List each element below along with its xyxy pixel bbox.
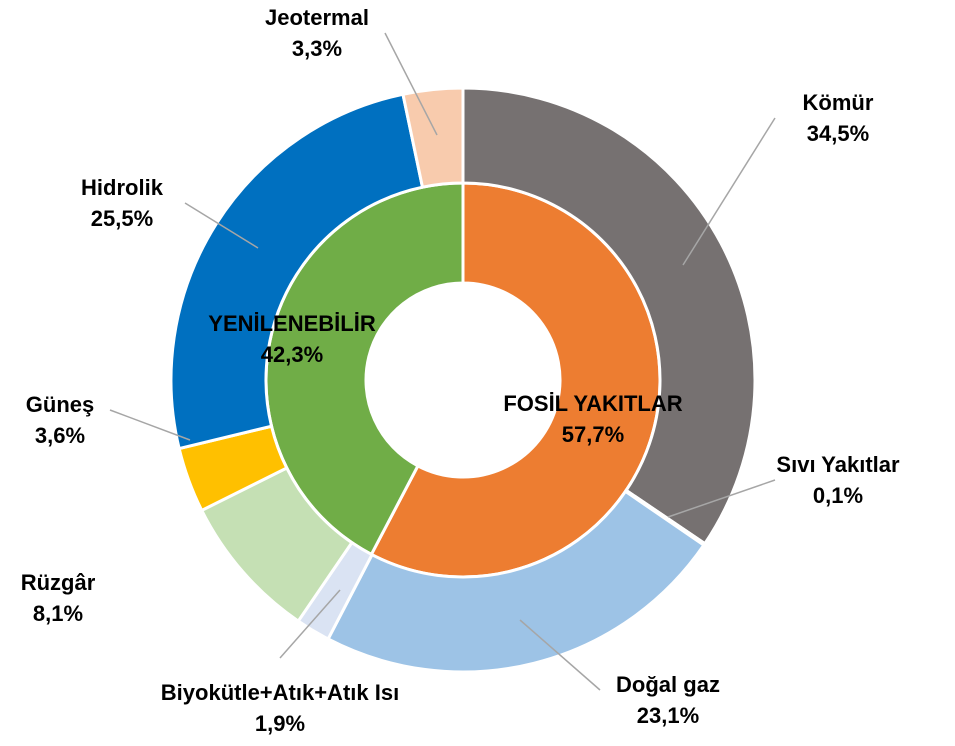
value-label: 42,3% (261, 342, 323, 367)
donut-slice (461, 86, 757, 546)
value-label: 23,1% (637, 703, 699, 728)
category-label: Hidrolik (81, 175, 164, 200)
category-label: Sıvı Yakıtlar (776, 452, 900, 477)
category-label: Rüzgâr (21, 570, 96, 595)
leader-line (384, 32, 438, 136)
leader-line (682, 117, 776, 266)
leader-line (109, 409, 191, 441)
value-label: 8,1% (33, 601, 83, 626)
donut-slice (169, 92, 425, 451)
donut-slice (326, 489, 706, 674)
value-label: 0,1% (813, 483, 863, 508)
value-label: 1,9% (255, 711, 305, 736)
ring-label: YENİLENEBİLİR (208, 311, 376, 336)
donut-slice (401, 86, 465, 189)
leader-line (519, 619, 601, 691)
leader-line (667, 479, 776, 518)
category-label: Biyokütle+Atık+Atık Isı (161, 680, 399, 705)
category-label: Jeotermal (265, 5, 369, 30)
value-label: 34,5% (807, 121, 869, 146)
category-label: Güneş (26, 392, 94, 417)
value-label: 3,6% (35, 423, 85, 448)
value-label: 3,3% (292, 36, 342, 61)
value-label: 25,5% (91, 206, 153, 231)
category-label: Doğal gaz (616, 672, 720, 697)
leader-line (184, 202, 259, 249)
ring-label: FOSİL YAKITLAR (503, 391, 682, 416)
leader-line (279, 589, 341, 659)
category-label: Kömür (803, 90, 874, 115)
value-label: 57,7% (562, 422, 624, 447)
